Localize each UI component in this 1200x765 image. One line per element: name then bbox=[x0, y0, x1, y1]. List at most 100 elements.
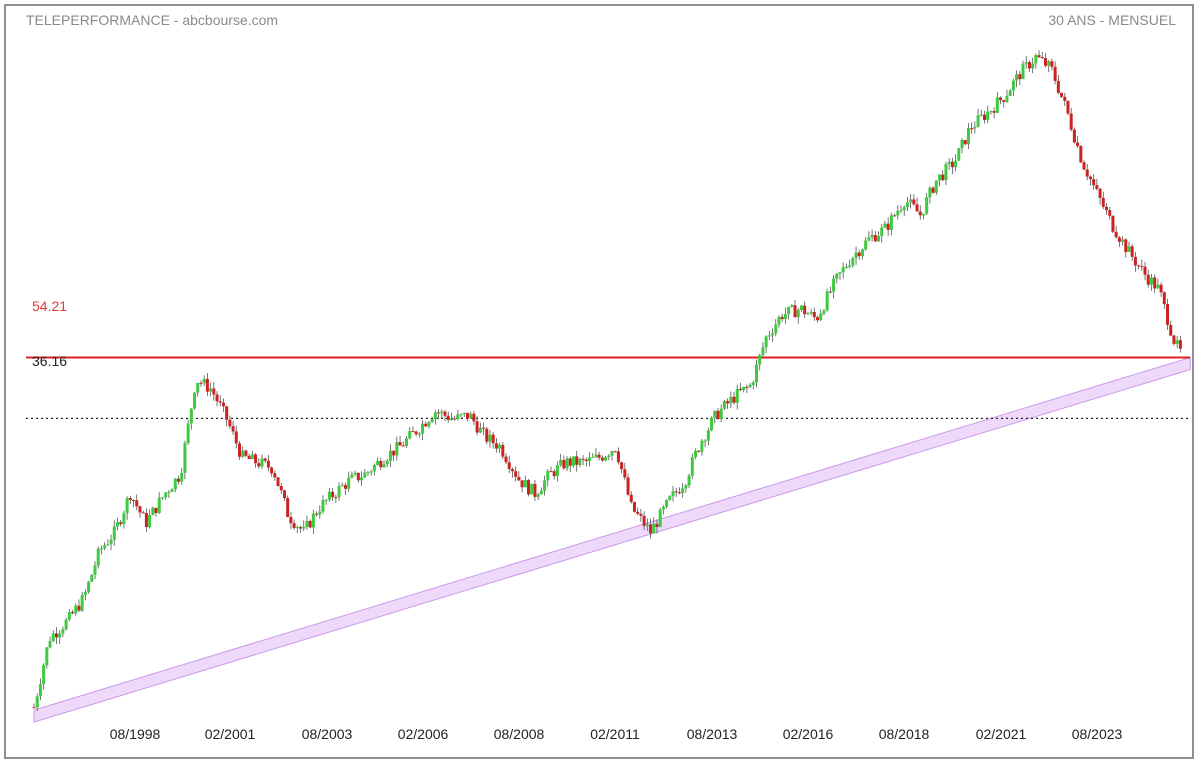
support-level-label: 36.16 bbox=[32, 353, 68, 369]
candle-up bbox=[109, 539, 113, 545]
candle-down bbox=[649, 524, 653, 534]
candle-up bbox=[48, 640, 52, 648]
candle-up bbox=[764, 336, 768, 348]
candle-down bbox=[581, 458, 585, 460]
candle-down bbox=[466, 412, 469, 419]
candle-up bbox=[1031, 63, 1035, 69]
candle-up bbox=[1127, 246, 1131, 252]
candle-up bbox=[758, 354, 762, 365]
candle-up bbox=[417, 433, 421, 435]
candle-up bbox=[957, 148, 961, 161]
candle-up bbox=[748, 384, 752, 388]
candle-up bbox=[305, 520, 309, 527]
candle-down bbox=[697, 450, 701, 452]
candle-down bbox=[392, 450, 396, 456]
candle-up bbox=[687, 475, 691, 486]
candle-down bbox=[1114, 231, 1118, 238]
candle-up bbox=[366, 472, 370, 474]
candle-down bbox=[970, 128, 974, 130]
candle-down bbox=[228, 419, 232, 427]
candle-up bbox=[64, 619, 68, 630]
candle-down bbox=[552, 471, 556, 477]
candle-up bbox=[498, 444, 502, 449]
candle-up bbox=[430, 419, 434, 423]
candle-up bbox=[87, 581, 91, 593]
candle-up bbox=[539, 490, 543, 495]
candle-up bbox=[462, 412, 466, 415]
candle-down bbox=[273, 473, 277, 478]
candle-down bbox=[257, 463, 261, 467]
candle-up bbox=[372, 465, 376, 472]
x-tick-label: 08/2003 bbox=[301, 726, 353, 742]
candle-up bbox=[1047, 61, 1051, 66]
candle-up bbox=[671, 491, 675, 497]
candle-down bbox=[1146, 274, 1150, 285]
x-tick-label: 08/2018 bbox=[878, 726, 930, 742]
candle-up bbox=[771, 333, 775, 336]
candle-up bbox=[979, 114, 983, 116]
candle-down bbox=[1095, 185, 1099, 189]
candle-up bbox=[938, 174, 942, 181]
candle-up bbox=[555, 465, 559, 477]
candle-down bbox=[745, 386, 749, 388]
candle-up bbox=[591, 457, 595, 459]
candle-down bbox=[1159, 284, 1163, 293]
candle-down bbox=[562, 459, 566, 469]
candle-down bbox=[485, 428, 489, 442]
candle-up bbox=[661, 506, 665, 510]
candle-down bbox=[575, 456, 579, 465]
candle-up bbox=[571, 456, 575, 466]
candle-up bbox=[189, 408, 193, 424]
candle-down bbox=[738, 388, 742, 391]
candle-down bbox=[154, 507, 158, 514]
candle-down bbox=[803, 305, 807, 315]
candle-down bbox=[613, 451, 617, 453]
candle-down bbox=[642, 515, 646, 526]
candle-down bbox=[793, 305, 797, 318]
candle-up bbox=[854, 252, 858, 259]
x-tick-label: 02/2006 bbox=[397, 726, 449, 742]
candle-down bbox=[510, 469, 514, 472]
candle-up bbox=[684, 485, 688, 489]
candle-down bbox=[331, 491, 335, 498]
candle-down bbox=[1166, 304, 1170, 325]
candle-down bbox=[1069, 113, 1073, 130]
candle-up bbox=[1034, 55, 1038, 64]
candle-up bbox=[947, 161, 951, 165]
candle-up bbox=[125, 498, 129, 514]
candle-up bbox=[151, 507, 155, 516]
candle-up bbox=[934, 180, 938, 193]
candle-down bbox=[472, 413, 476, 422]
candle-down bbox=[54, 633, 58, 638]
candle-down bbox=[1178, 340, 1182, 349]
candle-up bbox=[180, 472, 184, 482]
candle-up bbox=[1008, 90, 1012, 96]
candle-down bbox=[494, 443, 498, 449]
candle-up bbox=[864, 240, 868, 250]
candle-down bbox=[639, 513, 643, 516]
candle-down bbox=[482, 427, 486, 429]
candle-down bbox=[1040, 57, 1044, 59]
candle-down bbox=[999, 97, 1003, 101]
candle-up bbox=[838, 272, 842, 274]
chart-period: 30 ANS - MENSUEL bbox=[1048, 12, 1176, 28]
candle-down bbox=[119, 522, 123, 524]
candle-down bbox=[1101, 197, 1105, 207]
candle-up bbox=[799, 305, 803, 310]
candle-down bbox=[950, 161, 954, 168]
candle-up bbox=[889, 215, 893, 230]
candle-down bbox=[308, 520, 312, 528]
candle-up bbox=[157, 497, 161, 514]
candle-down bbox=[674, 491, 678, 493]
candle-up bbox=[193, 392, 197, 409]
candle-up bbox=[790, 305, 794, 307]
x-tick-label: 08/2013 bbox=[686, 726, 738, 742]
candle-up bbox=[995, 97, 999, 113]
candle-up bbox=[388, 450, 392, 461]
candle-down bbox=[491, 434, 495, 444]
candle-up bbox=[706, 430, 710, 441]
candle-up bbox=[395, 442, 399, 456]
candle-down bbox=[1137, 265, 1141, 267]
candle-up bbox=[327, 491, 331, 500]
